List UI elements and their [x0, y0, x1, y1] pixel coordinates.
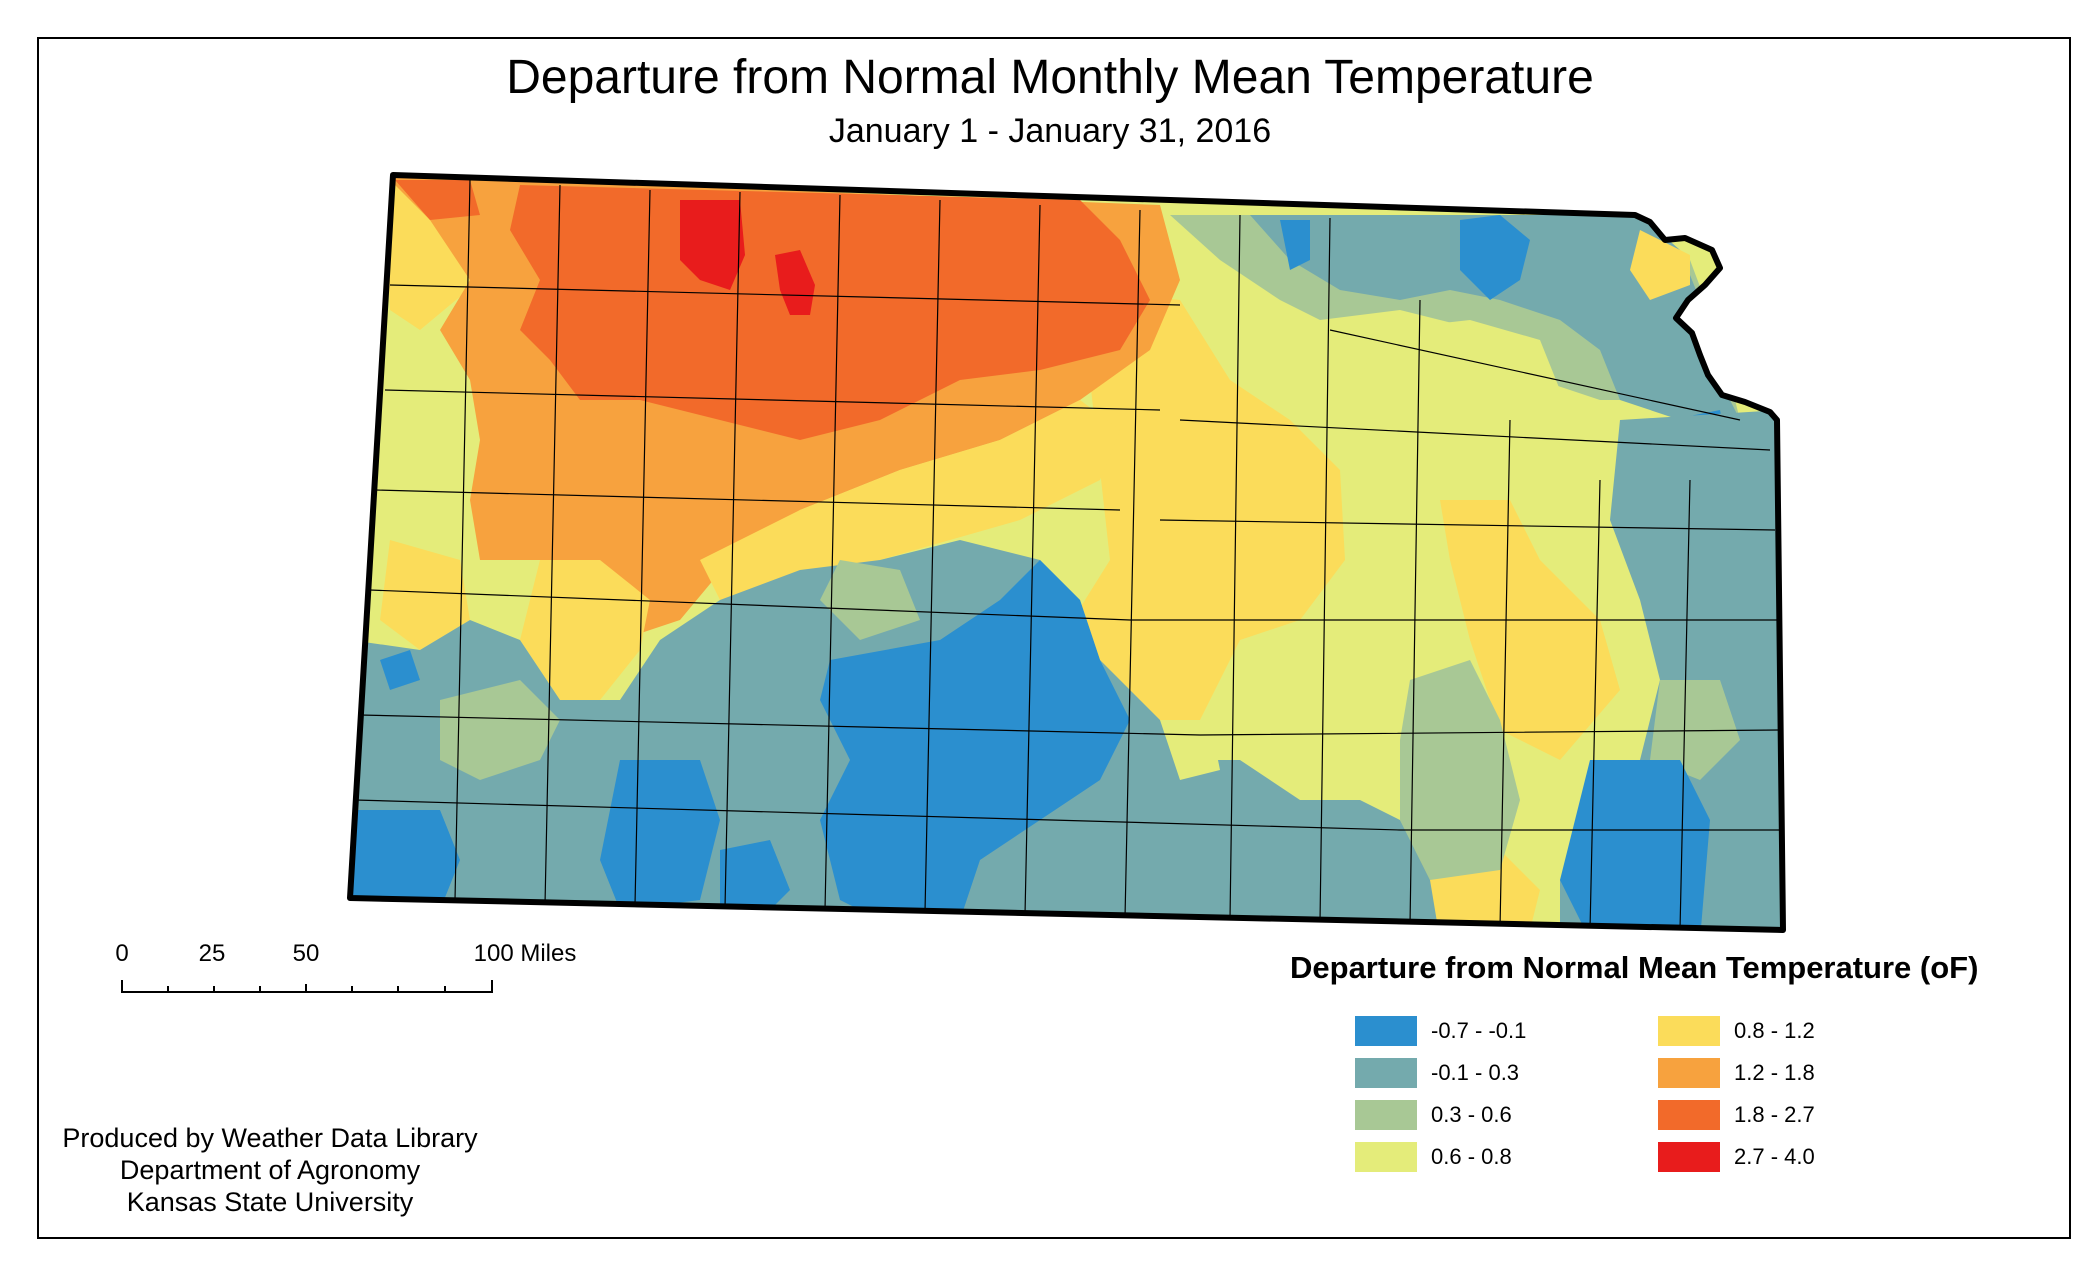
- zone-0.3-0.6: [1400, 660, 1520, 880]
- legend-label: -0.1 - 0.3: [1431, 1060, 1520, 1085]
- legend-swatch: [1355, 1100, 1417, 1130]
- zone-0.3-0.6: [1650, 680, 1740, 780]
- map-title: Departure from Normal Monthly Mean Tempe…: [506, 51, 1594, 104]
- zone--0.1-0.3: [1250, 215, 1740, 420]
- credits: Produced by Weather Data Library Departm…: [40, 1122, 500, 1218]
- scale-bar-graphic: [121, 980, 493, 993]
- scale-label-25: 25: [198, 940, 226, 967]
- legend-item: 1.8 - 2.7: [1658, 1097, 1815, 1133]
- legend-item: 1.2 - 1.8: [1658, 1055, 1815, 1091]
- zone-0.8-1.2: [380, 540, 470, 650]
- zone--0.7--0.1: [600, 760, 720, 910]
- legend-swatch: [1658, 1142, 1720, 1172]
- kansas-state-outline: [347, 172, 1786, 933]
- legend-item: 0.8 - 1.2: [1658, 1013, 1815, 1049]
- legend-item: 2.7 - 4.0: [1658, 1139, 1815, 1175]
- legend-swatch: [1355, 1058, 1417, 1088]
- legend-label: 0.6 - 0.8: [1431, 1144, 1512, 1169]
- zone-0.8-1.2: [1440, 500, 1620, 760]
- zone--0.7--0.1: [720, 840, 790, 920]
- scale-label-0: 0: [115, 940, 129, 967]
- zone-2.7-4.0: [680, 200, 745, 290]
- legend-label: 1.8 - 2.7: [1734, 1102, 1815, 1127]
- credits-line-1: Produced by Weather Data Library: [62, 1123, 478, 1153]
- legend-item: -0.7 - -0.1: [1355, 1013, 1526, 1049]
- legend-label: 2.7 - 4.0: [1734, 1144, 1815, 1169]
- legend-label: 1.2 - 1.8: [1734, 1060, 1815, 1085]
- credits-line-3: Kansas State University: [126, 1187, 414, 1217]
- legend: -0.7 - -0.1 -0.1 - 0.3 0.3 - 0.6 0.6 - 0…: [1355, 1013, 1875, 1183]
- zone-0.6-0.8: [1360, 320, 1560, 440]
- legend-swatch: [1355, 1016, 1417, 1046]
- scale-bar: 0 25 50 100 Miles: [110, 940, 590, 1000]
- map-frame: [37, 37, 2071, 1239]
- legend-label: -0.7 - -0.1: [1431, 1018, 1527, 1043]
- scale-label-50: 50: [292, 940, 320, 967]
- map-subtitle: January 1 - January 31, 2016: [828, 112, 1272, 150]
- zone-0.8-1.2: [700, 400, 1120, 620]
- zone-1.8-2.7: [395, 180, 480, 220]
- legend-item: -0.1 - 0.3: [1355, 1055, 1519, 1091]
- legend-swatch: [1658, 1058, 1720, 1088]
- county-boundaries: [354, 179, 1781, 930]
- legend-swatch: [1658, 1100, 1720, 1130]
- legend-label: 0.8 - 1.2: [1734, 1018, 1815, 1043]
- legend-item: 0.3 - 0.6: [1355, 1097, 1512, 1133]
- credits-line-2: Department of Agronomy: [119, 1155, 421, 1185]
- legend-label: 0.3 - 0.6: [1431, 1102, 1512, 1127]
- legend-swatch: [1658, 1016, 1720, 1046]
- zone--0.7--0.1: [350, 810, 460, 910]
- zone-0.3-0.6: [440, 680, 560, 780]
- zone-0.3-0.6: [820, 560, 920, 640]
- zone-2.7-4.0: [775, 250, 815, 315]
- zone-1.8-2.7: [510, 185, 1150, 440]
- zone-0.8-1.2: [520, 560, 650, 700]
- legend-item: 0.6 - 0.8: [1355, 1139, 1512, 1175]
- zone--0.7--0.1: [1560, 760, 1710, 930]
- scale-label-100-miles: 100 Miles: [473, 940, 577, 967]
- legend-title: Departure from Normal Mean Temperature (…: [1290, 950, 1979, 985]
- zone--0.7--0.1: [1460, 215, 1530, 300]
- legend-swatch: [1355, 1142, 1417, 1172]
- zone-0.8-1.2: [1630, 230, 1690, 300]
- zone--0.7--0.1: [820, 560, 1130, 930]
- zone--0.7--0.1: [380, 650, 420, 690]
- zone--0.1-0.3: [1180, 800, 1280, 930]
- zone--0.7--0.1: [1280, 220, 1310, 270]
